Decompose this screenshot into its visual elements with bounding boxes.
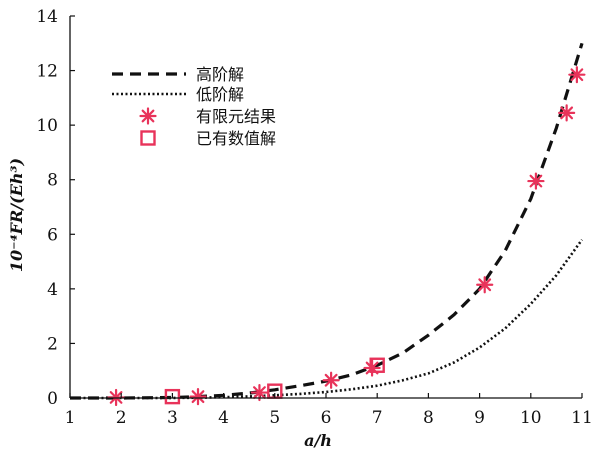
series-line-high-order	[70, 42, 584, 400]
asterisk-stroke	[560, 106, 574, 120]
x-tick-label: 5	[269, 408, 280, 428]
asterisk-stroke	[324, 373, 338, 387]
asterisk-stroke	[529, 174, 543, 188]
asterisk-stroke	[253, 386, 266, 399]
y-tick-label: 12	[36, 62, 58, 82]
plot-markers	[107, 66, 586, 407]
x-tick-label: 11	[571, 408, 593, 428]
data-point-fem	[568, 66, 586, 84]
data-point-numerical	[369, 357, 385, 373]
data-point-numerical	[164, 388, 181, 405]
x-tick-label: 3	[167, 408, 178, 428]
asterisk-stroke	[365, 361, 379, 375]
x-tick-label: 9	[474, 408, 485, 428]
y-tick-label: 10	[36, 116, 58, 136]
data-point-fem	[250, 383, 269, 402]
data-point-fem	[322, 371, 340, 389]
x-tick-label: 1	[65, 408, 76, 428]
x-tick-label: 6	[321, 408, 332, 428]
plot-lines	[70, 42, 584, 400]
legend-label: 已有数值解	[196, 129, 276, 148]
y-tick-label: 8	[47, 171, 58, 191]
legend-label: 低阶解	[196, 85, 244, 104]
y-axis-title: 10⁻⁴FR/(Eh³)	[7, 158, 26, 272]
x-tick-label: 10	[520, 408, 542, 428]
legend-label: 高阶解	[196, 65, 244, 84]
legend-swatch-fem	[139, 107, 157, 125]
y-tick-label: 0	[47, 389, 58, 409]
y-tick-label: 14	[36, 7, 58, 27]
x-tick-label: 2	[116, 408, 127, 428]
data-point-fem	[363, 359, 381, 377]
y-tick-label: 2	[47, 334, 58, 354]
asterisk-stroke	[478, 278, 492, 292]
data-point-fem	[527, 172, 545, 190]
asterisk-stroke	[191, 390, 205, 404]
data-point-fem	[476, 276, 494, 294]
y-tick-label: 4	[47, 280, 58, 300]
legend-label: 有限元结果	[196, 107, 276, 126]
x-axis-title: a/h	[304, 431, 332, 450]
asterisk-stroke	[570, 68, 584, 82]
legend-swatch-numerical	[140, 130, 156, 146]
x-tick-label: 7	[372, 408, 383, 428]
asterisk-stroke	[141, 109, 155, 123]
data-point-fem	[189, 388, 207, 406]
x-tick-label: 4	[218, 408, 229, 428]
data-point-fem	[558, 104, 576, 122]
x-tick-label: 8	[423, 408, 434, 428]
y-tick-label: 6	[47, 225, 58, 245]
